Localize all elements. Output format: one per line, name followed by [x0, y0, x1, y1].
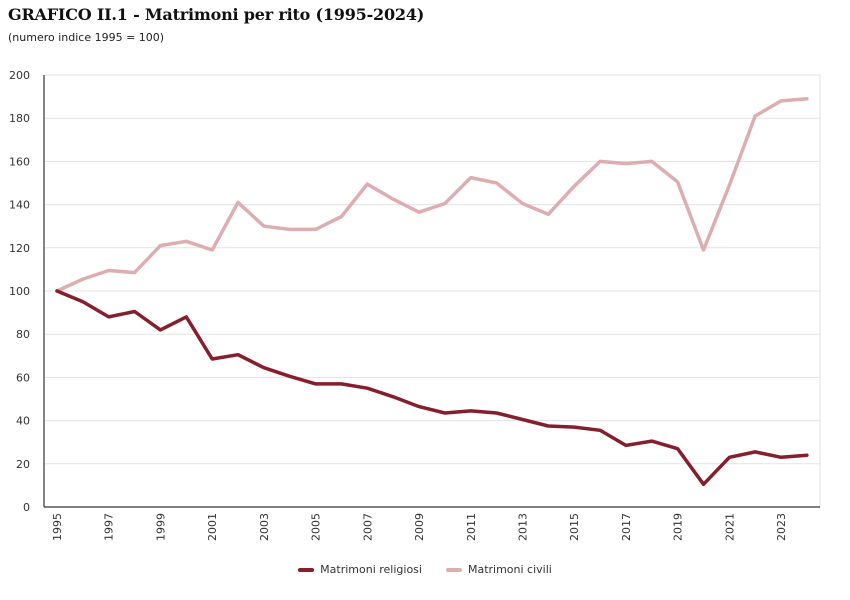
y-tick-label: 200 [9, 69, 30, 82]
y-tick-label: 80 [16, 328, 30, 341]
series-line-civili [55, 97, 809, 293]
legend-item-religiosi[interactable]: Matrimoni religiosi [298, 563, 422, 576]
x-tick-label: 1999 [154, 513, 167, 541]
x-tick-label: 2013 [516, 513, 529, 541]
x-tick-label: 2019 [672, 513, 685, 541]
x-tick-label: 2017 [620, 513, 633, 541]
y-tick-label: 160 [9, 155, 30, 168]
x-tick-label: 2011 [465, 513, 478, 541]
chart-subtitle: (numero indice 1995 = 100) [8, 31, 165, 44]
x-tick-label: 2001 [206, 513, 219, 541]
x-tick-label: 2003 [258, 513, 271, 541]
x-tick-label: 2005 [310, 513, 323, 541]
grid-lines [44, 74, 821, 507]
y-tick-label: 20 [16, 458, 30, 471]
y-tick-label: 60 [16, 371, 30, 384]
legend-label-religiosi: Matrimoni religiosi [320, 563, 422, 576]
x-tick-label: 1997 [103, 513, 116, 541]
legend-swatch-religiosi [298, 567, 315, 572]
x-tick-label: 2021 [723, 513, 736, 541]
chart-title: GRAFICO II.1 - Matrimoni per rito (1995-… [8, 5, 425, 24]
legend: Matrimoni religiosi Matrimoni civili [0, 563, 850, 576]
x-tick-label: 1995 [51, 513, 64, 541]
y-tick-label: 40 [16, 415, 30, 428]
x-axis-ticks: 1995 1997 1999 2001 2003 2005 2007 2009 2011 2013… [51, 513, 788, 541]
y-axis-ticks: 0 20 40 60 80 100 120 140 160 180 200 [9, 69, 30, 514]
y-tick-label: 0 [23, 501, 30, 514]
legend-label-civili: Matrimoni civili [467, 563, 552, 576]
legend-item-civili[interactable]: Matrimoni civili [445, 563, 552, 576]
x-tick-label: 2023 [775, 513, 788, 541]
x-tick-label: 2009 [413, 513, 426, 541]
y-tick-label: 140 [9, 199, 30, 212]
y-tick-label: 180 [9, 112, 30, 125]
y-tick-label: 120 [9, 242, 30, 255]
y-tick-label: 100 [9, 285, 30, 298]
x-tick-label: 2015 [568, 513, 581, 541]
legend-swatch-civili [445, 567, 462, 572]
series-lines [55, 97, 809, 487]
series-line-religiosi [55, 289, 809, 487]
x-tick-label: 2007 [361, 513, 374, 541]
